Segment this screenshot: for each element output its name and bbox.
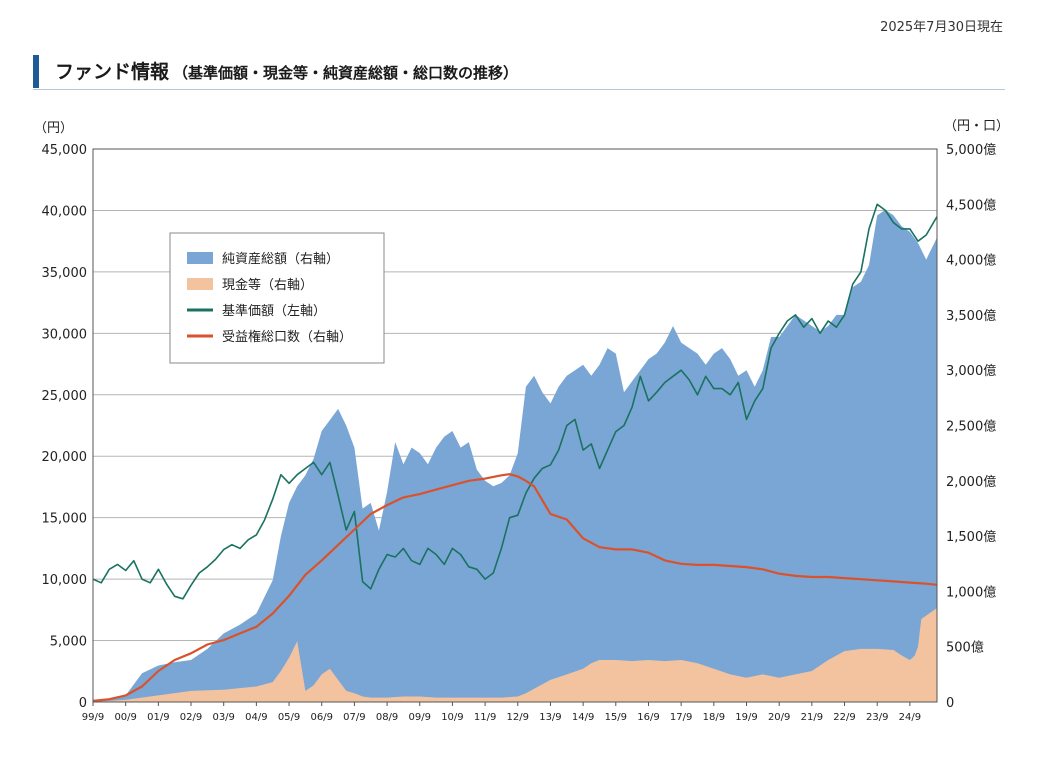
x-tick-label: 99/9 [82,712,104,723]
section-title: ファンド情報 （基準価額・現金等・純資産総額・総口数の推移） [33,55,1005,90]
left-tick-label: 15,000 [42,512,88,527]
x-tick-label: 01/9 [147,712,169,723]
x-tick-label: 20/9 [768,712,790,723]
x-tick-label: 00/9 [114,712,136,723]
x-tick-label: 05/9 [278,712,300,723]
left-tick-label: 35,000 [42,266,88,281]
series-0-area [93,209,937,703]
legend-swatch [187,252,213,264]
left-tick-label: 5,000 [50,635,87,650]
plot-border [92,148,938,703]
right-tick-label: 500億 [946,640,984,656]
right-tick-label: 3,500億 [946,308,996,324]
x-tick-label: 13/9 [539,712,561,723]
x-tick-label: 22/9 [833,712,855,723]
x-tick-label: 09/9 [409,712,431,723]
x-axis-ticks: 99/9 00/9 01/9 02/9 03/9 04/9 05/9 06/9 07/9 08/9… [82,702,921,723]
legend-label: 基準価額（左軸） [222,303,326,319]
legend-label: 現金等（右軸） [222,277,313,293]
left-tick-label: 30,000 [42,327,88,342]
x-tick-label: 06/9 [310,712,332,723]
x-tick-label: 19/9 [735,712,757,723]
left-tick-label: 10,000 [42,573,88,588]
right-tick-label: 1,000億 [946,584,996,600]
legend-label: 純資産総額（右軸） [222,251,339,267]
plot-frame [92,148,938,703]
x-tick-label: 11/9 [474,712,496,723]
x-tick-label: 16/9 [637,712,659,723]
x-tick-label: 03/9 [212,712,234,723]
right-tick-label: 4,000億 [946,253,996,269]
left-tick-label: 40,000 [42,204,88,219]
left-axis-ticks: 0 5,000 10,000 15,000 20,000 25,000 30,000 35,0… [42,143,88,711]
x-tick-label: 14/9 [572,712,594,723]
right-tick-label: 2,500億 [946,419,996,435]
x-tick-label: 21/9 [801,712,823,723]
right-tick-label: 3,000億 [946,363,996,379]
left-tick-label: 20,000 [42,450,88,465]
right-axis-unit: （円・口） [944,119,1009,134]
series-3-line [92,473,938,702]
left-tick-label: 45,000 [42,143,88,158]
right-tick-label: 5,000億 [946,142,996,158]
series-1-area [93,608,937,702]
title-accent-bar [33,55,39,88]
legend-swatch [187,278,213,290]
as-of-date: 2025年7月30日現在 [880,20,1003,35]
x-tick-label: 10/9 [441,712,463,723]
x-tick-label: 12/9 [507,712,529,723]
series-2-line [92,203,938,600]
x-tick-label: 17/9 [670,712,692,723]
area-series [93,209,937,703]
x-tick-label: 15/9 [605,712,627,723]
right-tick-label: 4,500億 [946,197,996,213]
x-tick-label: 23/9 [866,712,888,723]
right-tick-label: 1,500億 [946,529,996,545]
left-tick-label: 25,000 [42,389,88,404]
x-tick-label: 07/9 [343,712,365,723]
chart-legend: 純資産総額（右軸） 現金等（右軸） 基準価額（左軸） 受益権総口数（右軸） [169,232,385,364]
x-tick-label: 04/9 [245,712,267,723]
line-series [92,203,938,702]
legend-label: 受益権総口数（右軸） [222,329,352,345]
right-tick-label: 2,000億 [946,474,996,490]
x-tick-label: 18/9 [703,712,725,723]
right-axis-ticks: 0 500億 1,000億 1,500億 2,000億 2,500億 3,000億 3,500… [946,142,996,711]
left-tick-label: 0 [79,696,87,711]
page-title: ファンド情報 （基準価額・現金等・純資産総額・総口数の推移） [55,57,518,84]
title-main: ファンド情報 [55,61,170,83]
right-tick-label: 0 [946,696,954,711]
x-tick-label: 08/9 [376,712,398,723]
title-subtitle: （基準価額・現金等・純資産総額・総口数の推移） [173,64,519,82]
left-axis-unit: （円） [34,121,73,136]
x-tick-label: 02/9 [180,712,202,723]
x-tick-label: 24/9 [899,712,921,723]
